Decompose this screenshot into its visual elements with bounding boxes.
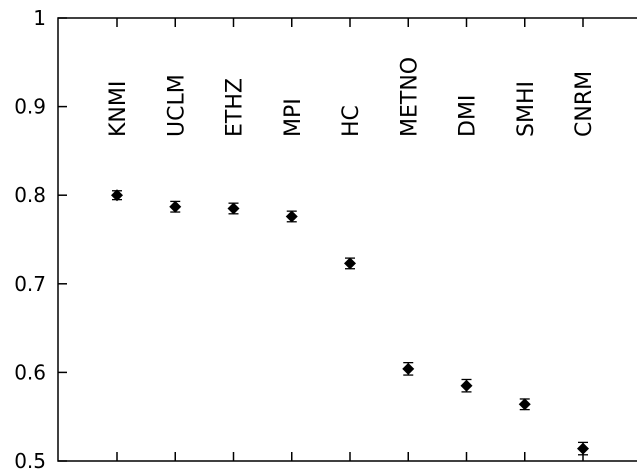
data-point-hc — [344, 257, 356, 270]
data-point-knmi — [111, 189, 123, 202]
data-point-cnrm — [577, 441, 589, 456]
category-labels: KNMI UCLM ETHZ MPI HC METNO DMI SMHI CNRM — [106, 57, 597, 137]
diamond-marker — [285, 210, 298, 223]
data-point-dmi — [460, 378, 473, 393]
diamond-marker — [577, 442, 589, 455]
diamond-marker — [344, 257, 356, 270]
diamond-marker — [169, 200, 182, 213]
data-point-ethz — [227, 202, 240, 215]
data-point-smhi — [518, 398, 531, 411]
y-tick-label: 0.7 — [14, 272, 46, 296]
data-point-mpi — [285, 210, 298, 223]
y-tick-label: 0.6 — [14, 360, 46, 384]
diamond-marker — [227, 202, 240, 215]
category-label-mpi: MPI — [281, 98, 306, 137]
category-label-metno: METNO — [397, 57, 422, 137]
data-point-metno — [402, 362, 415, 376]
diamond-marker — [111, 189, 123, 202]
category-label-uclm: UCLM — [164, 74, 189, 137]
category-label-ethz: ETHZ — [223, 78, 248, 137]
diamond-marker — [518, 398, 531, 411]
plot-frame — [57, 17, 637, 462]
category-label-knmi: KNMI — [106, 81, 131, 137]
data-point-uclm — [169, 200, 182, 213]
data-points — [111, 189, 589, 456]
diamond-marker — [402, 362, 415, 375]
y-axis-ticks: 0.5 0.6 0.7 0.8 0.9 1 — [14, 6, 67, 472]
y-tick-label: 1 — [33, 6, 46, 30]
category-label-hc: HC — [339, 105, 364, 137]
y-tick-label: 0.5 — [14, 449, 46, 472]
category-label-smhi: SMHI — [514, 81, 539, 137]
category-label-cnrm: CNRM — [572, 71, 597, 137]
y-tick-label: 0.9 — [14, 95, 46, 119]
y-tick-label: 0.8 — [14, 183, 46, 207]
category-label-dmi: DMI — [456, 95, 481, 137]
diamond-marker — [460, 379, 473, 392]
